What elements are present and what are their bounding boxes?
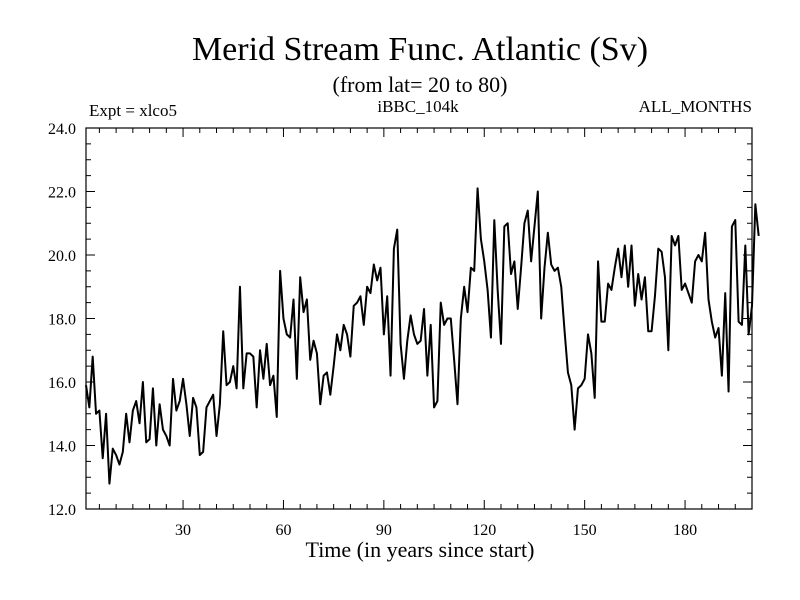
series-line	[85, 187, 760, 485]
annotation-run-name: iBBC_104k	[377, 97, 459, 116]
y-tick-label: 14.0	[48, 439, 76, 456]
x-tick-label: 150	[573, 522, 597, 539]
y-tick-label: 22.0	[48, 185, 76, 202]
chart-title: Merid Stream Func. Atlantic (Sv)	[192, 31, 648, 68]
y-tick-label: 20.0	[48, 248, 76, 265]
x-tick-label: 180	[673, 522, 697, 539]
y-tick-label: 24.0	[48, 121, 76, 138]
chart-subtitle: (from lat= 20 to 80)	[333, 72, 508, 97]
x-tick-label: 120	[472, 522, 496, 539]
x-axis: 30 60 90 120 150 180	[98, 128, 753, 539]
x-tick-label: 30	[175, 522, 191, 539]
y-tick-label: 18.0	[48, 312, 76, 329]
y-axis: 12.0 14.0 16.0 18.0 20.0 22.0 24.0	[48, 121, 752, 519]
x-tick-label: 90	[376, 522, 392, 539]
y-tick-label: 12.0	[48, 502, 76, 519]
y-tick-label: 16.0	[48, 375, 76, 392]
annotation-months: ALL_MONTHS	[639, 97, 752, 116]
x-tick-label: 60	[275, 522, 291, 539]
annotation-expt: Expt = xlco5	[89, 101, 177, 120]
x-axis-label: Time (in years since start)	[306, 537, 535, 562]
